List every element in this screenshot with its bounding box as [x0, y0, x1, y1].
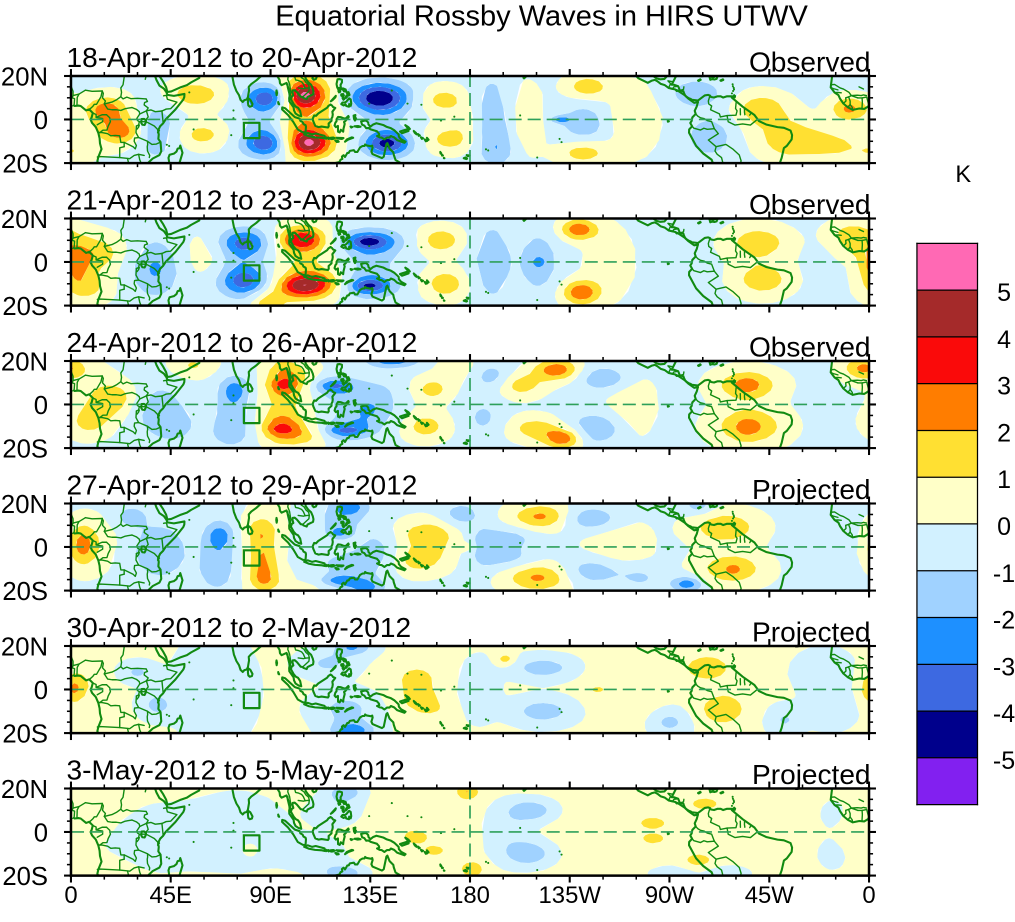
svg-text:K: K	[955, 162, 971, 188]
svg-text:0: 0	[34, 107, 48, 135]
svg-text:Observed: Observed	[749, 331, 871, 362]
svg-text:Projected: Projected	[752, 474, 871, 505]
svg-text:20N: 20N	[1, 348, 48, 376]
svg-text:4: 4	[997, 326, 1011, 354]
svg-text:Projected: Projected	[752, 759, 871, 790]
svg-text:-4: -4	[993, 700, 1015, 728]
svg-text:20N: 20N	[1, 633, 48, 661]
svg-text:0: 0	[862, 882, 875, 909]
svg-text:180: 180	[450, 882, 490, 909]
svg-text:2: 2	[997, 420, 1011, 448]
svg-text:20N: 20N	[1, 63, 48, 91]
svg-text:20S: 20S	[2, 578, 48, 606]
svg-text:20N: 20N	[1, 776, 48, 804]
svg-text:90W: 90W	[645, 882, 695, 909]
svg-text:0: 0	[34, 677, 48, 705]
svg-text:-3: -3	[993, 653, 1015, 681]
svg-text:45W: 45W	[745, 882, 795, 909]
svg-text:Observed: Observed	[749, 46, 871, 77]
svg-text:Observed: Observed	[749, 189, 871, 220]
svg-text:135E: 135E	[342, 882, 398, 909]
svg-text:20S: 20S	[2, 435, 48, 463]
svg-text:21-Apr-2012 to 23-Apr-2012: 21-Apr-2012 to 23-Apr-2012	[67, 184, 418, 215]
svg-text:0: 0	[64, 882, 77, 909]
svg-text:-5: -5	[993, 747, 1015, 775]
svg-text:20S: 20S	[2, 863, 48, 891]
svg-text:24-Apr-2012 to 26-Apr-2012: 24-Apr-2012 to 26-Apr-2012	[67, 327, 418, 358]
svg-text:0: 0	[34, 392, 48, 420]
svg-text:20N: 20N	[1, 491, 48, 519]
svg-text:20N: 20N	[1, 206, 48, 234]
svg-text:Projected: Projected	[752, 616, 871, 647]
svg-text:90E: 90E	[249, 882, 291, 909]
svg-text:45E: 45E	[149, 882, 191, 909]
svg-text:0: 0	[34, 249, 48, 277]
svg-text:1: 1	[997, 466, 1011, 494]
svg-text:0: 0	[997, 513, 1011, 541]
svg-text:27-Apr-2012 to 29-Apr-2012: 27-Apr-2012 to 29-Apr-2012	[67, 469, 418, 500]
svg-text:3-May-2012 to 5-May-2012: 3-May-2012 to 5-May-2012	[67, 754, 405, 785]
svg-text:3: 3	[997, 373, 1011, 401]
svg-text:Equatorial Rossby Waves in HIR: Equatorial Rossby Waves in HIRS UTWV	[275, 1, 808, 33]
svg-text:18-Apr-2012 to 20-Apr-2012: 18-Apr-2012 to 20-Apr-2012	[67, 42, 418, 73]
svg-text:5: 5	[997, 279, 1011, 307]
svg-text:20S: 20S	[2, 720, 48, 748]
svg-text:20S: 20S	[2, 293, 48, 321]
svg-text:-2: -2	[993, 607, 1015, 635]
svg-text:20S: 20S	[2, 150, 48, 178]
svg-text:-1: -1	[993, 560, 1015, 588]
svg-text:0: 0	[34, 819, 48, 847]
svg-text:30-Apr-2012 to 2-May-2012: 30-Apr-2012 to 2-May-2012	[67, 612, 412, 643]
svg-text:0: 0	[34, 534, 48, 562]
svg-text:135W: 135W	[539, 882, 602, 909]
